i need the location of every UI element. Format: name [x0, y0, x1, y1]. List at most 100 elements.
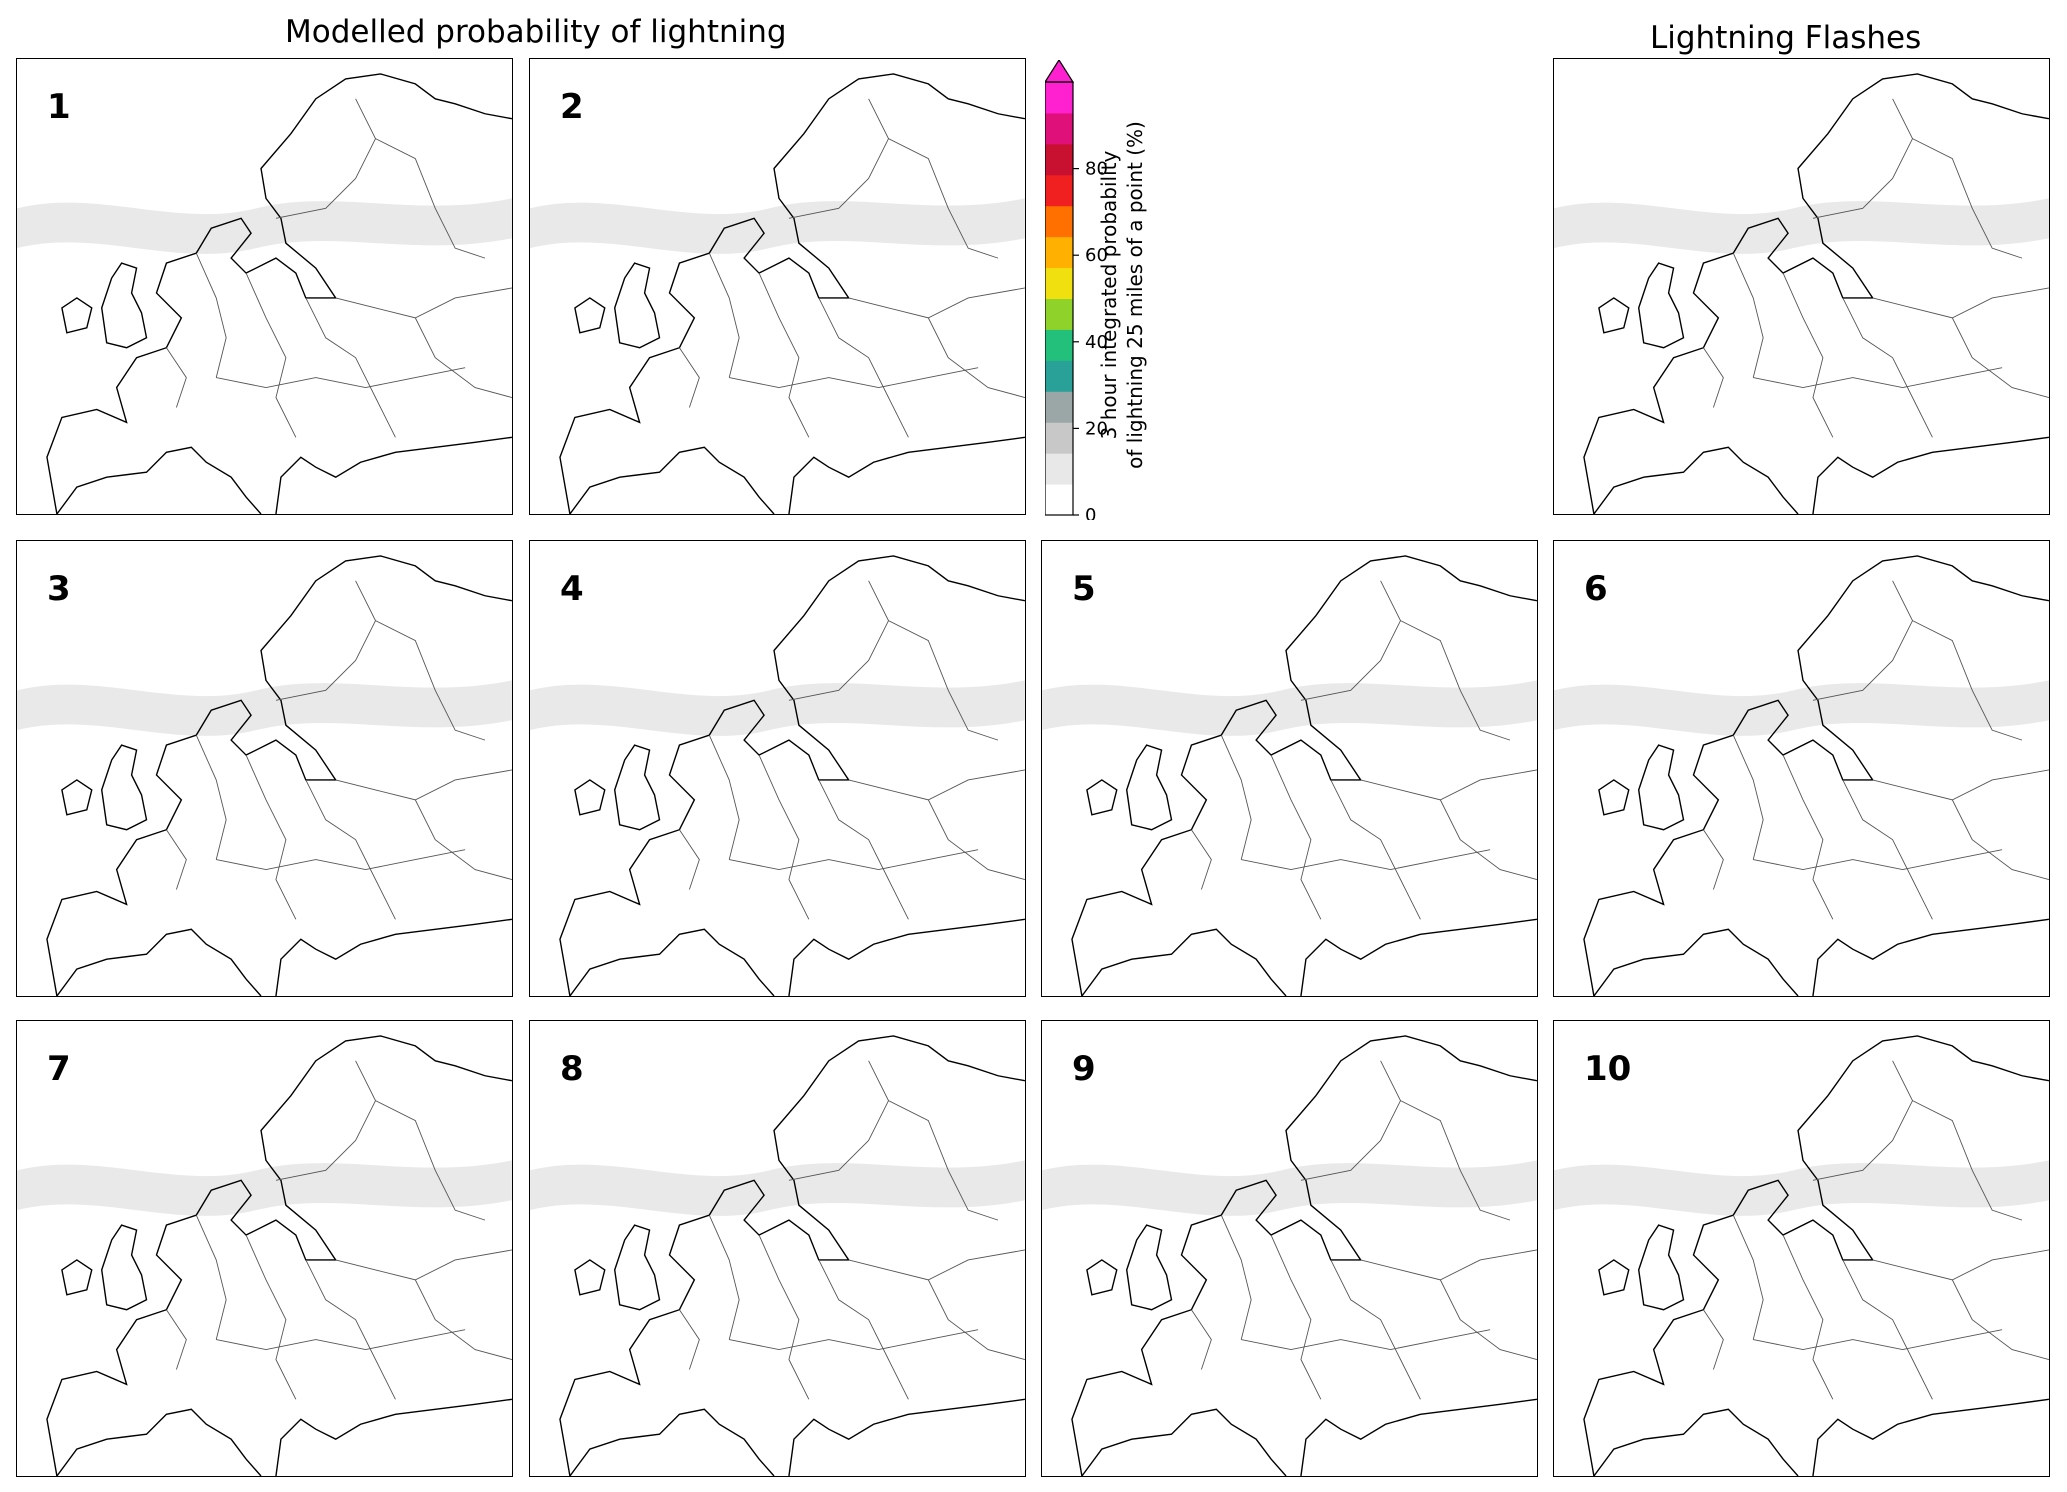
country-border: [1912, 138, 2023, 259]
probability-shading: [530, 1160, 1025, 1216]
colorbar-segment: [1045, 174, 1073, 207]
country-border: [679, 347, 700, 408]
colorbar-segment: [1045, 143, 1073, 176]
country-border: [1732, 252, 1764, 378]
country-border: [1812, 98, 1914, 219]
country-border: [245, 1234, 297, 1400]
colorbar-label-line2: of lightning 25 miles of a point (%): [1123, 121, 1147, 469]
map-europe: [1042, 555, 1537, 996]
country-border: [1400, 620, 1511, 741]
country-border: [729, 367, 979, 389]
country-border: [1241, 1329, 1491, 1351]
country-border: [1220, 1214, 1252, 1340]
country-border: [708, 734, 740, 860]
country-border: [1912, 1100, 2023, 1221]
coastline: [56, 446, 262, 514]
colorbar: 0 20 40 60 80: [1043, 58, 1345, 526]
coastline: [614, 744, 661, 831]
coastline: [614, 262, 661, 349]
country-border: [1842, 1259, 1933, 1400]
country-border: [1951, 799, 2049, 880]
country-border: [166, 829, 187, 890]
country-border: [1300, 580, 1402, 701]
country-border: [1330, 779, 1421, 920]
country-border: [1439, 1279, 1537, 1360]
country-border: [414, 799, 512, 880]
country-border: [927, 317, 1025, 398]
country-border: [195, 734, 227, 860]
colorbar-segment: [1045, 329, 1073, 361]
coastline: [1126, 744, 1173, 831]
country-border: [1732, 1214, 1764, 1340]
country-border: [1912, 620, 2023, 741]
country-border: [1220, 734, 1252, 860]
model-panel-6: 6: [1553, 540, 2050, 997]
country-border: [305, 297, 396, 438]
coastline: [569, 928, 775, 996]
country-border: [1400, 1100, 1511, 1221]
map-europe: [1042, 1035, 1537, 1476]
coastline: [1081, 928, 1287, 996]
coastline: [56, 1408, 262, 1476]
country-border: [375, 138, 486, 259]
country-border: [1812, 1060, 1914, 1181]
country-border: [166, 1309, 187, 1370]
colorbar-tick-label: 80: [1085, 159, 1108, 180]
colorbar-tick-label: 20: [1085, 418, 1108, 439]
coastline: [101, 262, 148, 349]
country-border: [888, 138, 999, 259]
colorbar-tick-label: 60: [1085, 245, 1108, 266]
country-border: [195, 1214, 227, 1340]
coastline: [788, 1398, 1025, 1476]
country-border: [1360, 769, 1537, 801]
coastline: [46, 1035, 512, 1476]
colorbar-tick-label: 0: [1085, 505, 1096, 520]
colorbar-segment: [1045, 360, 1073, 392]
panel-label: 9: [1072, 1049, 1096, 1089]
colorbar-segment: [1045, 298, 1073, 330]
country-border: [166, 347, 187, 408]
country-border: [848, 1249, 1025, 1281]
country-border: [245, 754, 297, 920]
model-panel-2: 2: [529, 58, 1026, 515]
panel-label: 5: [1072, 569, 1096, 609]
country-border: [1782, 1234, 1834, 1400]
coastline: [61, 297, 93, 334]
country-border: [375, 1100, 486, 1221]
country-border: [679, 829, 700, 890]
coastline: [559, 555, 1025, 996]
model-panel-8: 8: [529, 1020, 1026, 1477]
panel-label: 4: [560, 569, 584, 609]
colorbar-extend-arrow: [1043, 58, 1075, 83]
panel-label: 7: [47, 1049, 71, 1089]
country-border: [1191, 1309, 1212, 1370]
colorbar-label-line1: 3 hour integrated probability: [1097, 150, 1121, 440]
colorbar-scale: 0 20 40 60 80: [1043, 58, 1108, 526]
country-border: [1300, 1060, 1402, 1181]
model-panel-10: 10: [1553, 1020, 2050, 1477]
country-border: [758, 272, 810, 438]
panel-label: 1: [47, 87, 71, 127]
country-border: [1703, 829, 1724, 890]
probability-shading: [530, 680, 1025, 736]
map-europe: [1554, 1035, 2049, 1476]
country-border: [708, 252, 740, 378]
model-panel-4: 4: [529, 540, 1026, 997]
country-border: [708, 1214, 740, 1340]
coastline: [559, 1035, 1025, 1476]
coastline: [1126, 1224, 1173, 1311]
coastline: [101, 1224, 148, 1311]
coastline: [569, 1408, 775, 1476]
country-border: [245, 272, 297, 438]
model-panel-5: 5: [1041, 540, 1538, 997]
colorbar-segment: [1045, 267, 1073, 299]
country-border: [1191, 829, 1212, 890]
colorbar-segment: [1045, 484, 1073, 516]
colorbar-segment: [1045, 422, 1073, 454]
country-border: [275, 98, 377, 219]
country-border: [414, 317, 512, 398]
country-border: [729, 849, 979, 871]
country-border: [1753, 367, 2003, 389]
coastline: [1081, 1408, 1287, 1476]
coastline: [574, 1259, 606, 1296]
